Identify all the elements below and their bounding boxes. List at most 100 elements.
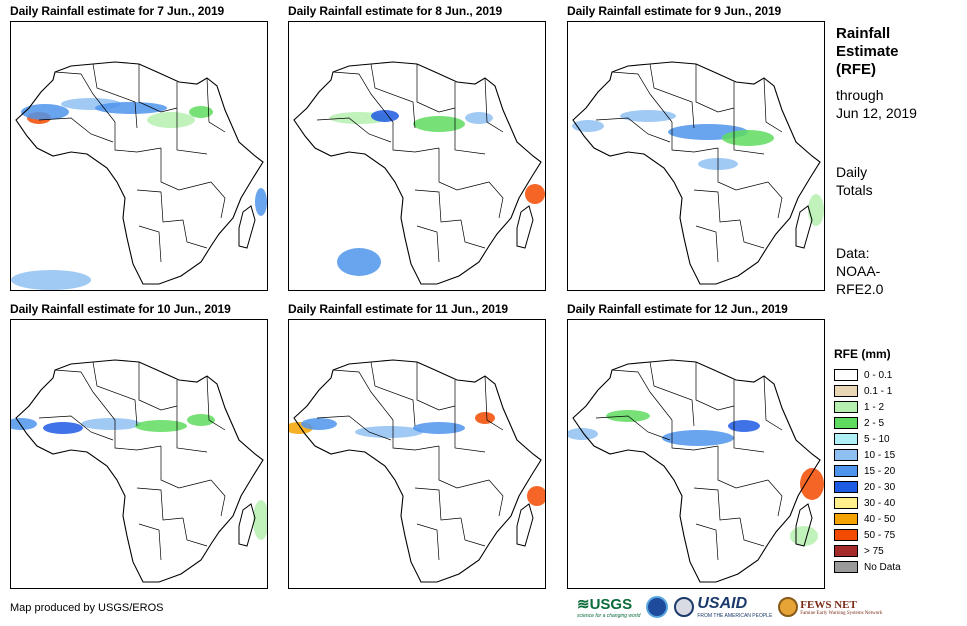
- map-credit: Map produced by USGS/EROS: [10, 602, 164, 614]
- country-border: [488, 479, 504, 517]
- country-border: [739, 219, 765, 249]
- country-border: [38, 415, 114, 441]
- panel-title: Daily Rainfall estimate for 9 Jun., 2019: [567, 4, 782, 18]
- usgs-tagline: science for a changing world: [577, 613, 641, 619]
- usaid-logo-text: USAID: [697, 595, 748, 612]
- rainfall-area: [413, 422, 465, 434]
- coastline: [293, 359, 542, 583]
- africa-map-svg: [11, 359, 267, 583]
- country-border: [54, 71, 116, 123]
- legend-item: > 75: [834, 543, 954, 559]
- data-source-line: RFE2.0: [836, 281, 884, 297]
- rainfall-area: [728, 420, 760, 432]
- legend-label: No Data: [864, 561, 901, 573]
- rainfall-area: [413, 116, 465, 132]
- africa-map-svg: [11, 61, 267, 290]
- madagascar-outline: [238, 205, 256, 249]
- legend-swatch: [834, 433, 858, 445]
- country-border: [416, 64, 456, 113]
- country-border: [767, 479, 783, 517]
- data-source-line: Data:: [836, 245, 870, 261]
- usgs-logo-text: USGS: [589, 596, 633, 613]
- rainfall-area: [11, 418, 37, 430]
- africa-map-svg: [289, 359, 545, 583]
- usaid-tagline: FROM THE AMERICAN PEOPLE: [697, 613, 773, 619]
- legend-label: 5 - 10: [864, 433, 890, 445]
- coastline: [572, 359, 821, 583]
- rainfall-area: [662, 430, 734, 446]
- rainfall-area: [135, 420, 187, 432]
- country-border: [454, 82, 486, 155]
- rainfall-area: [189, 106, 213, 118]
- legend-swatch: [834, 545, 858, 557]
- panel-title: Daily Rainfall estimate for 7 Jun., 2019: [10, 4, 225, 18]
- country-border: [671, 122, 719, 153]
- country-border: [695, 64, 735, 113]
- usaid-seal-icon: [674, 597, 695, 617]
- rainfall-map: [10, 21, 268, 291]
- through-label: through: [836, 87, 884, 103]
- legend-swatch: [834, 529, 858, 541]
- legend-label: 40 - 50: [864, 513, 896, 525]
- rainfall-map: [288, 319, 546, 589]
- coastline: [15, 359, 264, 583]
- legend-item: 15 - 20: [834, 463, 954, 479]
- madagascar-outline: [516, 205, 534, 249]
- country-border: [488, 181, 504, 219]
- data-source: Data: NOAA- RFE2.0: [836, 244, 883, 298]
- fews-net-logo: FEWS NET Famine Early Warning Systems Net…: [778, 597, 882, 617]
- country-border: [114, 420, 162, 451]
- rainfall-area: [253, 500, 267, 540]
- partner-logos: ≋USGS science for a changing world USAID F…: [577, 594, 888, 620]
- rainfall-map: [288, 21, 546, 291]
- panel-title: Daily Rainfall estimate for 11 Jun., 201…: [288, 302, 508, 316]
- legend-label: 15 - 20: [864, 465, 896, 477]
- country-border: [414, 189, 462, 223]
- country-border: [595, 117, 671, 143]
- legend-title: RFE (mm): [834, 347, 891, 361]
- country-border: [114, 122, 162, 153]
- country-border: [370, 63, 416, 129]
- legend-swatch: [834, 481, 858, 493]
- country-border: [316, 415, 392, 441]
- coastline: [15, 61, 264, 285]
- country-border: [595, 415, 671, 441]
- rainfall-map: [567, 319, 825, 589]
- country-border: [138, 64, 178, 113]
- madagascar-outline: [516, 503, 534, 547]
- totals-label: Daily Totals: [836, 163, 873, 199]
- rainfall-area: [527, 486, 545, 506]
- country-border: [416, 362, 456, 411]
- legend-label: 10 - 15: [864, 449, 896, 461]
- product-title: Rainfall Estimate (RFE): [836, 25, 899, 79]
- country-border: [210, 479, 226, 517]
- country-border: [649, 63, 695, 129]
- madagascar-outline: [795, 503, 813, 547]
- panel-title: Daily Rainfall estimate for 10 Jun., 201…: [10, 302, 231, 316]
- legend-item: 0.1 - 1: [834, 383, 954, 399]
- country-border: [733, 82, 765, 155]
- legend-label: 30 - 40: [864, 497, 896, 509]
- country-border: [332, 369, 394, 421]
- coastline: [572, 61, 821, 285]
- africa-map-svg: [572, 61, 824, 285]
- usaid-logo: USAID FROM THE AMERICAN PEOPLE: [674, 595, 772, 619]
- africa-map-svg: [568, 359, 824, 583]
- product-title-line: Rainfall: [836, 25, 891, 42]
- rainfall-area: [95, 102, 167, 114]
- totals-line: Daily: [836, 164, 868, 180]
- country-border: [416, 523, 440, 561]
- country-border: [717, 446, 769, 489]
- data-source-line: NOAA-: [836, 263, 881, 279]
- country-border: [611, 369, 673, 421]
- country-border: [136, 189, 184, 223]
- legend-label: 20 - 30: [864, 481, 896, 493]
- rainfall-area: [568, 428, 598, 440]
- country-border: [454, 380, 486, 453]
- usgs-logo: ≋USGS science for a changing world: [577, 596, 641, 619]
- legend-swatch: [834, 385, 858, 397]
- legend-swatch: [834, 449, 858, 461]
- country-border: [392, 420, 440, 451]
- country-border: [206, 375, 226, 431]
- madagascar-outline: [238, 503, 256, 547]
